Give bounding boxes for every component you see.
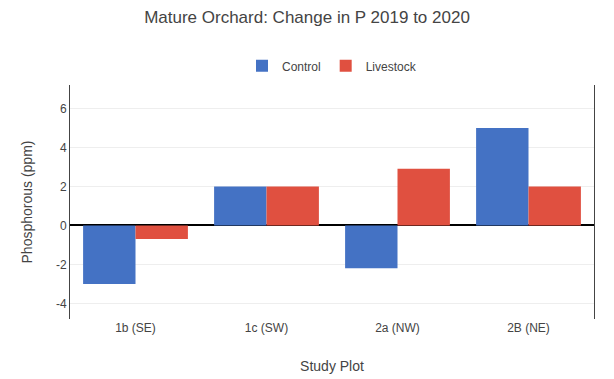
svg-text:0: 0 xyxy=(60,219,67,233)
svg-text:Livestock: Livestock xyxy=(366,60,417,74)
svg-text:Mature Orchard: Change in P 20: Mature Orchard: Change in P 2019 to 2020 xyxy=(144,8,470,27)
svg-text:-2: -2 xyxy=(56,258,67,272)
svg-text:Control: Control xyxy=(282,60,321,74)
svg-text:-4: -4 xyxy=(56,297,67,311)
svg-text:Phosphorous (ppm): Phosphorous (ppm) xyxy=(19,141,35,264)
svg-text:Study Plot: Study Plot xyxy=(300,358,364,374)
svg-text:1c (SW): 1c (SW) xyxy=(245,321,288,335)
svg-text:4: 4 xyxy=(60,141,67,155)
svg-text:1b (SE): 1b (SE) xyxy=(115,321,156,335)
svg-text:2B (NE): 2B (NE) xyxy=(507,321,550,335)
svg-text:2: 2 xyxy=(60,180,67,194)
svg-text:6: 6 xyxy=(60,102,67,116)
svg-text:2a (NW): 2a (NW) xyxy=(375,321,420,335)
